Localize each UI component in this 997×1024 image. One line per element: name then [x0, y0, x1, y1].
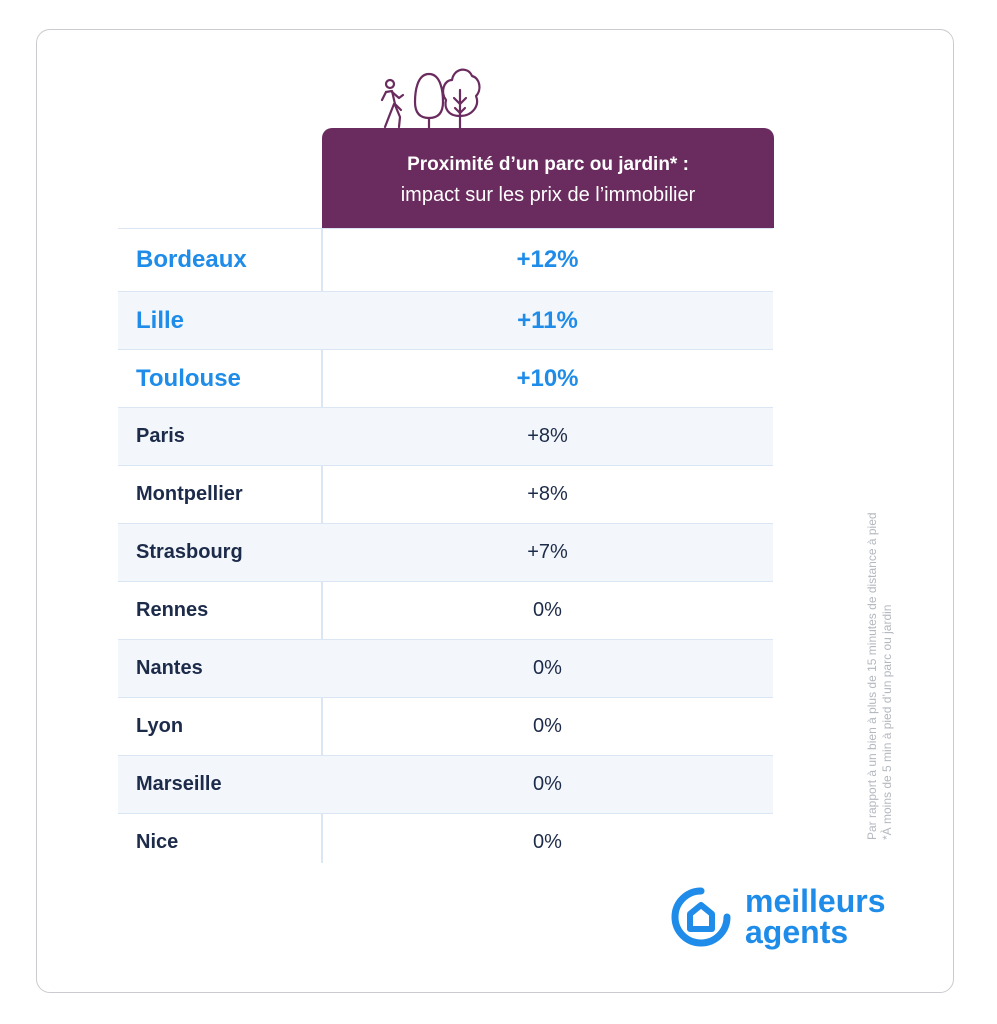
- city-name: Strasbourg: [136, 541, 243, 563]
- price-impact-value: 0%: [533, 599, 562, 621]
- logo-wordmark: meilleurs agents: [745, 883, 886, 950]
- city-name: Lyon: [136, 715, 184, 737]
- table-row: Rennes 0%: [118, 581, 773, 639]
- logo-word-2: agents: [745, 914, 849, 950]
- price-impact-value: +10%: [516, 364, 579, 392]
- footnote-definition: *À moins de 5 min à pied d’un parc ou ja…: [880, 604, 894, 840]
- price-impact-value: +12%: [516, 246, 579, 273]
- city-name: Paris: [136, 425, 185, 447]
- price-impact-value: 0%: [533, 773, 562, 795]
- tree-icon: [442, 68, 481, 130]
- city-name: Toulouse: [136, 364, 241, 392]
- footnotes: Par rapport à un bien à plus de 15 minut…: [865, 512, 895, 840]
- city-name: Lille: [136, 306, 185, 334]
- city-name: Montpellier: [136, 483, 243, 505]
- meilleurs-agents-logo: meilleurs agents: [670, 883, 910, 956]
- table-row: Strasbourg +7%: [118, 523, 773, 581]
- price-impact-value: 0%: [533, 657, 562, 679]
- logo-word-1: meilleurs: [745, 883, 886, 919]
- table-row: Nantes 0%: [118, 639, 773, 697]
- city-name: Nice: [136, 831, 179, 853]
- table-row: Lyon 0%: [118, 697, 773, 755]
- table-header: Proximité d’un parc ou jardin* : impact …: [322, 128, 774, 228]
- footnote-reference: Par rapport à un bien à plus de 15 minut…: [865, 512, 879, 840]
- header-title: Proximité d’un parc ou jardin* :: [407, 154, 689, 175]
- house-logo-icon: [671, 887, 731, 947]
- city-name: Rennes: [136, 599, 209, 621]
- table-row: Paris +8%: [118, 407, 773, 465]
- price-impact-value: +8%: [527, 483, 568, 505]
- price-impact-table: Bordeaux +12% Lille +11% Toulouse +10% Paris +8…: [118, 228, 773, 871]
- table-row: Montpellier +8%: [118, 465, 773, 523]
- park-illustration: [380, 68, 481, 130]
- price-impact-value: +11%: [517, 306, 578, 334]
- city-name: Bordeaux: [136, 246, 247, 273]
- price-impact-value: +7%: [527, 541, 568, 563]
- city-name: Marseille: [136, 773, 222, 795]
- tree-icon: [413, 72, 445, 130]
- price-impact-value: +8%: [527, 425, 568, 447]
- table-row: Marseille 0%: [118, 755, 773, 813]
- table-row: Lille +11%: [118, 291, 773, 349]
- header-subtitle: impact sur les prix de l’immobilier: [400, 184, 696, 206]
- price-impact-value: 0%: [533, 715, 562, 737]
- table-row: Toulouse +10%: [118, 349, 773, 407]
- price-impact-value: 0%: [533, 831, 562, 853]
- city-name: Nantes: [136, 657, 203, 679]
- walking-person-icon: [380, 78, 405, 129]
- table-row: Bordeaux +12%: [118, 228, 773, 291]
- table-row: Nice 0%: [118, 813, 773, 871]
